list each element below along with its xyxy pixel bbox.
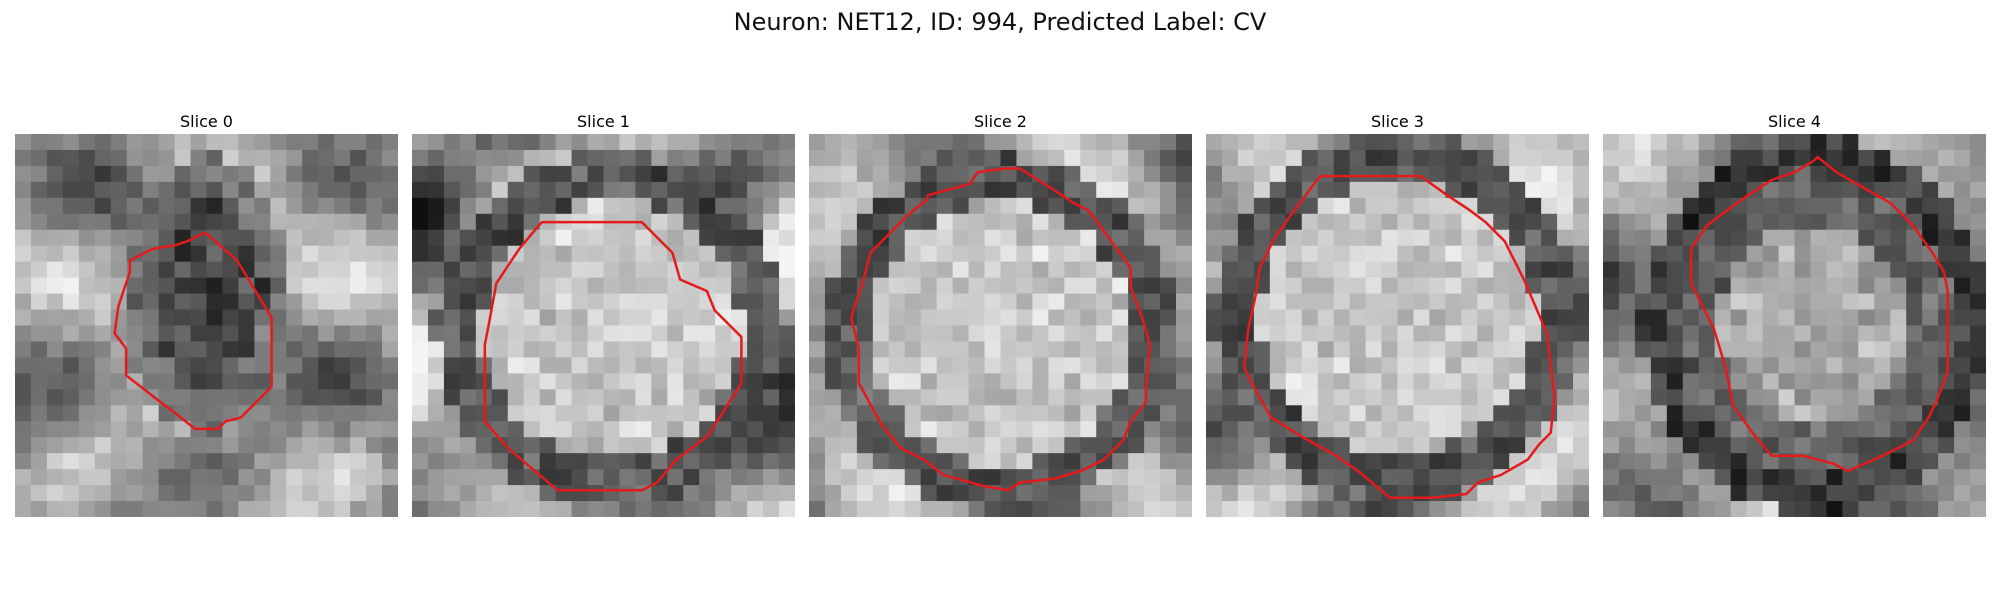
- slice-image: [1206, 134, 1589, 517]
- slice-image: [15, 134, 398, 517]
- slice-title: Slice 2: [974, 112, 1027, 131]
- slice-title: Slice 4: [1768, 112, 1821, 131]
- slice-panel-3: Slice 3: [1206, 110, 1589, 517]
- image-tiles: [1603, 134, 1986, 517]
- cell-contour: [849, 167, 1152, 492]
- image-tiles: [412, 134, 795, 517]
- slice-image: [1603, 134, 1986, 517]
- image-tiles: [1206, 134, 1589, 517]
- image-tiles: [809, 134, 1192, 517]
- slice-title: Slice 3: [1371, 112, 1424, 131]
- slice-panel-4: Slice 4: [1603, 110, 1986, 517]
- cell-contour: [113, 232, 273, 431]
- cell-contour: [483, 220, 743, 492]
- slice-panel-0: Slice 0: [15, 110, 398, 517]
- cell-contour: [1689, 155, 1949, 473]
- image-tiles: [15, 134, 398, 517]
- slice-title: Slice 1: [577, 112, 630, 131]
- slice-panel-2: Slice 2: [809, 110, 1192, 517]
- slice-panel-1: Slice 1: [412, 110, 795, 517]
- slice-title: Slice 0: [180, 112, 233, 131]
- figure-title: Neuron: NET12, ID: 994, Predicted Label:…: [733, 8, 1267, 36]
- cell-contour: [1243, 174, 1556, 500]
- slice-image: [809, 134, 1192, 517]
- slice-image: [412, 134, 795, 517]
